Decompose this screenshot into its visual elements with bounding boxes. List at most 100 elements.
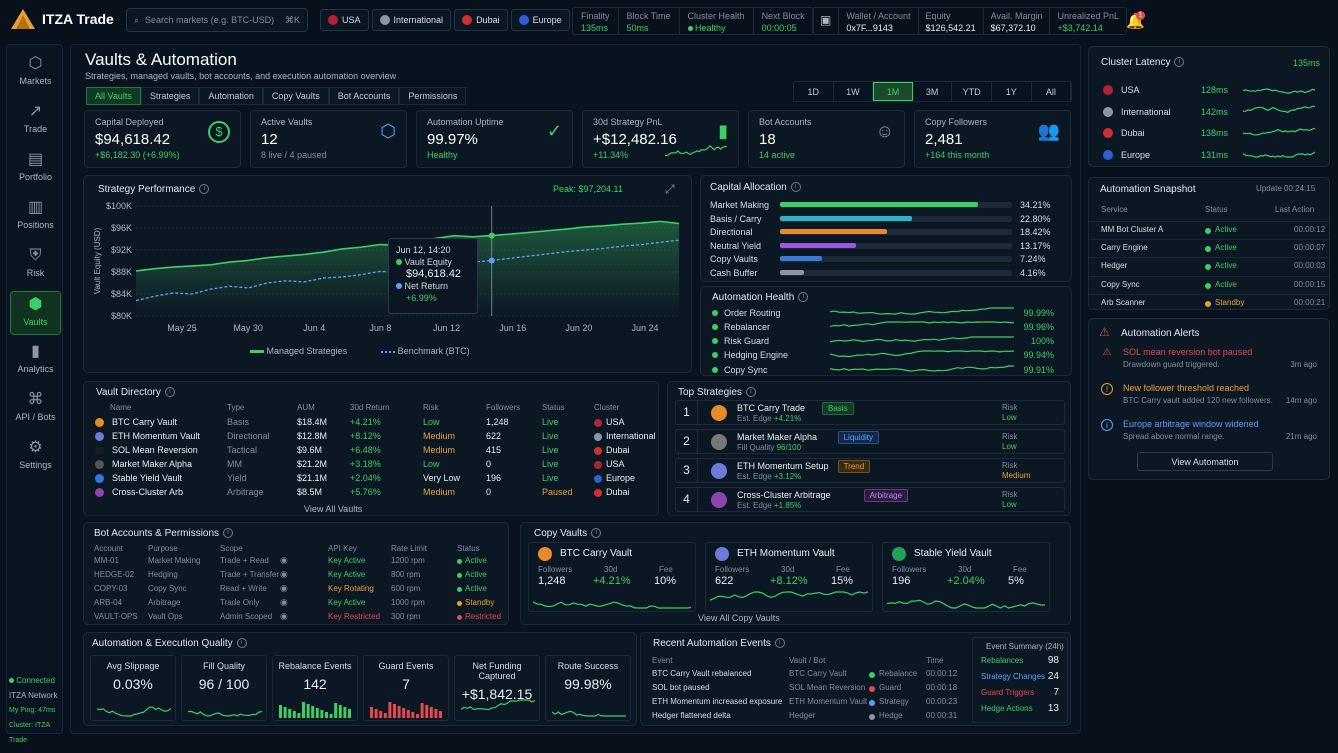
latency-row: Europe 131ms [1089, 147, 1329, 163]
eye-icon[interactable]: ◉ [280, 583, 288, 593]
nav-risk[interactable]: ⛨ Risk [10, 243, 61, 287]
x-tick-label: May 30 [233, 323, 263, 333]
kpi-title: Bot Accounts [759, 117, 812, 127]
eye-icon[interactable]: ◉ [280, 597, 288, 607]
column-header: AUM [297, 403, 315, 412]
cell-ret: +8.12% [350, 431, 381, 441]
copy-vault-name: BTC Carry Vault [560, 548, 633, 559]
kpi-card-automation-uptime: Automation Uptime 99.97% Healthy ✓ [416, 110, 573, 168]
range-1d[interactable]: 1D [794, 82, 834, 101]
table-row[interactable]: ARB-04 Arbitrage Trade Only Key Active 1000 … [84, 597, 508, 611]
kpi-card-capital-deployed: Capital Deployed $94,618.42 +$6,182.30 (+6… [84, 110, 241, 168]
range-ytd[interactable]: YTD [952, 82, 992, 101]
table-row[interactable]: Cross-Cluster Arb Arbitrage $8.5M +5.76% Med… [84, 486, 658, 500]
view-automation-button[interactable]: View Automation [1137, 452, 1273, 471]
cell-risk: Low [423, 459, 440, 469]
alert-item[interactable]: ! New follower threshold reached BTC Carry… [1089, 380, 1329, 414]
quality-label: Avg Slippage [106, 661, 160, 671]
cell-status: Standby [465, 598, 495, 607]
health-sparkline [829, 306, 1014, 319]
nav-portfolio[interactable]: ▤ Portfolio [10, 147, 61, 191]
automation-health-panel: Automation Health i Order Routing 99.99% Re… [700, 286, 1072, 376]
strategy-tag: Arbitrage [863, 489, 909, 502]
nav-analytics[interactable]: ▮ Analytics [10, 339, 61, 383]
eye-icon[interactable]: ◉ [280, 611, 288, 621]
table-row[interactable]: COPY-03 Copy Sync Read + Write Key Rotating… [84, 583, 508, 597]
automation-snapshot-panel: Automation Snapshot Update 00:24:15 Serv… [1088, 177, 1330, 310]
region-international[interactable]: International [371, 9, 452, 31]
event-row[interactable]: BTC Carry Vault rebalanced BTC Carry Vaul… [641, 668, 971, 682]
table-row[interactable]: Stable Yield Vault Yield $21.1M +2.04% Very … [84, 472, 658, 486]
region-usa[interactable]: USA [320, 9, 369, 31]
region-label: International [1121, 106, 1171, 117]
table-row[interactable]: SOL Mean Reversion Tactical $9.6M +6.48% Med… [84, 444, 658, 458]
view-all-copy-vaults-link[interactable]: View All Copy Vaults [698, 613, 780, 623]
health-label: Copy Sync [724, 364, 768, 375]
allocation-pct: 34.21% [1020, 200, 1051, 210]
strategy-card[interactable]: 1 BTC Carry Trade Basis Est. Edge +4.21% Ris… [675, 400, 1065, 425]
event-row[interactable]: Hedger flattened delta Hedger Hedge 00:00:3… [641, 710, 971, 724]
tab-bot-accounts[interactable]: Bot Accounts [328, 87, 400, 105]
summary-row: Guard Triggers 7 [973, 686, 1067, 702]
range-all[interactable]: All [1032, 82, 1072, 101]
nav-settings[interactable]: ⚙ Settings [10, 435, 61, 479]
tab-automation[interactable]: Automation [199, 87, 263, 105]
service-name: Arb Scanner [1101, 297, 1146, 307]
tab-copy-vaults[interactable]: Copy Vaults [262, 87, 329, 105]
return-value: +2.04% [947, 575, 985, 587]
event-row[interactable]: ETH Momentum increased exposure ETH Momen… [641, 696, 971, 710]
alert-item[interactable]: ⚠ SOL mean reversion bot paused Drawdown g… [1089, 344, 1329, 378]
copy-vault-card[interactable]: Stable Yield Vault Followers 30d Fee 196 +2.0… [882, 542, 1050, 612]
region-dubai[interactable]: Dubai [454, 9, 508, 31]
eye-icon[interactable]: ◉ [280, 569, 288, 579]
expand-icon[interactable]: ⤢ [665, 182, 675, 196]
copy-vault-card[interactable]: BTC Carry Vault Followers 30d Fee 1,248 +4.21… [528, 542, 696, 612]
nav-markets[interactable]: ⬡ Markets [10, 51, 61, 95]
table-row[interactable]: MM-01 Market Making Trade + Read Key Active… [84, 555, 508, 569]
event-type-dot [869, 714, 875, 720]
table-row[interactable]: ETH Momentum Vault Directional $12.8M +8.12… [84, 430, 658, 444]
strategy-icon [711, 492, 727, 508]
summary-label: Strategy Changes [981, 672, 1046, 681]
eye-icon[interactable]: ◉ [280, 555, 288, 565]
range-1m[interactable]: 1M [873, 82, 913, 101]
nav-trade[interactable]: ↗ Trade [10, 99, 61, 143]
strategy-card[interactable]: 3 ETH Momentum Setup Trend Est. Edge +3.12%… [675, 458, 1065, 483]
metric-label: Fee [836, 565, 850, 574]
nav-positions[interactable]: ▥ Positions [10, 195, 61, 239]
region-europe[interactable]: Europe [510, 9, 570, 31]
range-3m[interactable]: 3M [913, 82, 953, 101]
nav-vaults[interactable]: ⬢ Vaults [10, 291, 61, 335]
view-all-vaults-link[interactable]: View All Vaults [304, 504, 363, 514]
search-box[interactable]: ⌕ Search markets (e.g. BTC-USD) ⌘K [126, 8, 308, 32]
allocation-bar [780, 229, 887, 235]
nav-apibots[interactable]: ⌘ API / Bots [10, 387, 61, 431]
stat-value: 00:00:05 [761, 23, 797, 33]
latency-ms: 138ms [1201, 128, 1229, 138]
tab-all-vaults[interactable]: All Vaults [86, 87, 141, 105]
alert-item[interactable]: i Europe arbitrage window widened Spread a… [1089, 416, 1329, 450]
allocation-label: Directional [710, 227, 753, 238]
latency-row: Dubai 138ms [1089, 125, 1329, 141]
range-1y[interactable]: 1Y [992, 82, 1032, 101]
strategy-card[interactable]: 2 Market Maker Alpha Liquidity Fill Quality… [675, 429, 1065, 454]
strategy-tag: Basis [822, 402, 854, 415]
table-row[interactable]: HEDGE-02 Hedging Trade + Transfer Key Activ… [84, 569, 508, 583]
table-row[interactable]: VAULT-OPS Vault Ops Admin Scoped Key Restri… [84, 611, 508, 625]
tab-permissions[interactable]: Permissions [399, 87, 467, 105]
service-status: Active [1215, 243, 1237, 253]
alert-time: 3m ago [1290, 360, 1317, 369]
strategy-card[interactable]: 4 Cross-Cluster Arbitrage Arbitrage Est. Ed… [675, 487, 1065, 512]
copy-vault-card[interactable]: ETH Momentum Vault Followers 30d Fee 622 +8.1… [705, 542, 873, 612]
app-logo[interactable]: ITZA Trade [10, 8, 114, 30]
table-row[interactable]: BTC Carry Vault Basis $18.4M +4.21% Low 1,248… [84, 416, 658, 430]
status-dot [1205, 246, 1211, 253]
event-vault: SOL Mean Reversion [789, 683, 866, 692]
summary-label: Hedge Actions [981, 704, 1033, 713]
table-row[interactable]: Market Maker Alpha MM $21.2M +3.18% Low 0 Live… [84, 458, 658, 472]
search-input[interactable]: Search markets (e.g. BTC-USD) [145, 15, 275, 25]
range-1w[interactable]: 1W [834, 82, 874, 101]
cell-rate: 1200 rpm [391, 556, 425, 565]
event-row[interactable]: SOL bot paused SOL Mean Reversion Guard 00:… [641, 682, 971, 696]
tab-strategies[interactable]: Strategies [140, 87, 200, 105]
